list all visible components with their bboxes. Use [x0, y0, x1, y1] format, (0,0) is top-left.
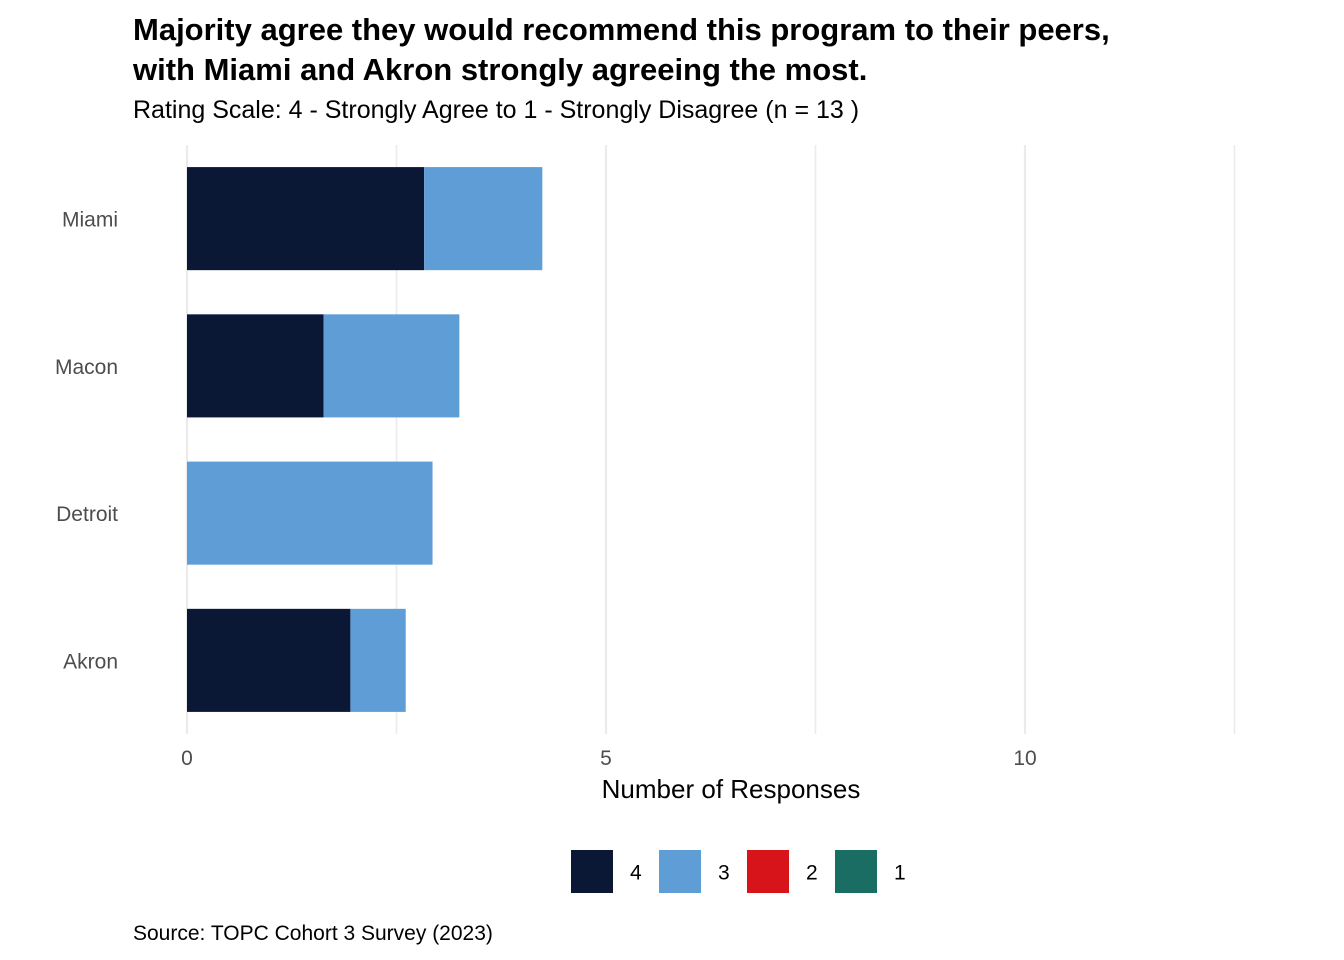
x-tick-label-5: 5: [600, 747, 612, 770]
bar-akron-rating-4: [187, 608, 351, 712]
bar-detroit-rating-3: [187, 461, 433, 565]
legend-label-3: 3: [718, 862, 730, 885]
legend-label-2: 2: [806, 862, 818, 885]
bar-akron-rating-3: [350, 608, 406, 712]
legend-key-2: [747, 850, 789, 893]
legend-label-4: 4: [630, 862, 642, 885]
bars: [187, 167, 543, 712]
chart-subtitle: Rating Scale: 4 - Strongly Agree to 1 - …: [133, 96, 860, 124]
chart-title-line-1: Majority agree they would recommend this…: [133, 12, 1110, 47]
x-tick-label-0: 0: [181, 747, 193, 770]
chart-title: Majority agree they would recommend this…: [133, 10, 1313, 90]
category-label-akron: Akron: [63, 650, 118, 673]
category-label-detroit: Detroit: [56, 503, 118, 526]
category-labels: Miami Macon Detroit Akron: [55, 209, 118, 674]
bar-miami-rating-4: [187, 167, 425, 271]
chart-caption: Source: TOPC Cohort 3 Survey (2023): [133, 922, 493, 945]
x-axis-tick-labels: 0 5 10: [181, 747, 1037, 770]
bar-macon-rating-4: [187, 314, 324, 418]
bar-macon-rating-3: [323, 314, 460, 418]
x-axis-title: Number of Responses: [602, 774, 861, 804]
bar-miami-rating-3: [424, 167, 543, 271]
legend: 4 3 2 1: [571, 850, 906, 893]
legend-key-1: [835, 850, 877, 893]
x-tick-label-10: 10: [1013, 747, 1036, 770]
chart-title-line-2: with Miami and Akron strongly agreeing t…: [133, 52, 868, 87]
legend-key-4: [571, 850, 613, 893]
legend-key-3: [659, 850, 701, 893]
category-label-macon: Macon: [55, 356, 118, 379]
legend-label-1: 1: [894, 862, 906, 885]
category-label-miami: Miami: [62, 209, 118, 232]
